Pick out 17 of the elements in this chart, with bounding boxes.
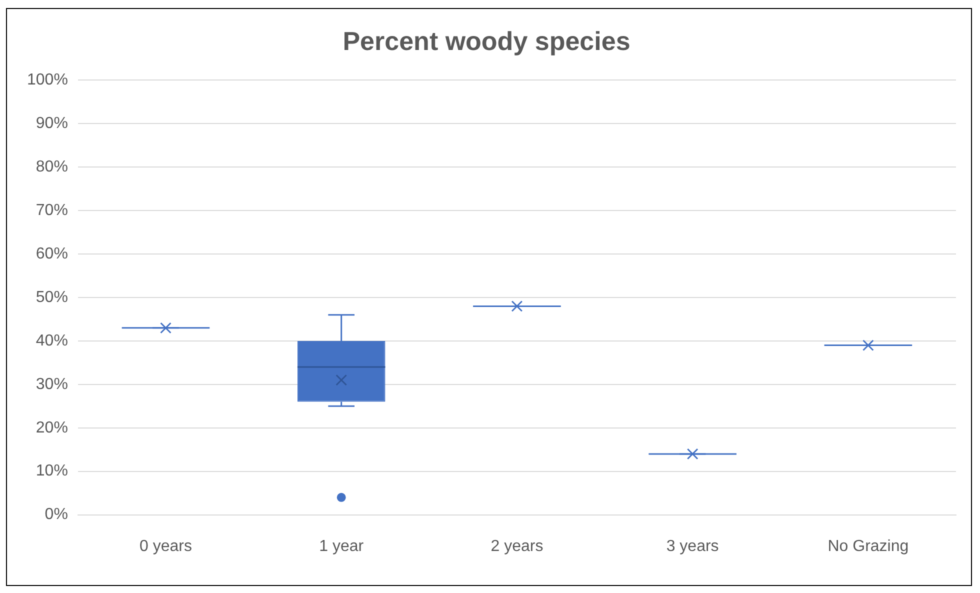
y-tick-label: 60% <box>36 245 68 262</box>
y-tick-label: 20% <box>36 419 68 436</box>
y-tick-label: 70% <box>36 202 68 219</box>
y-tick-label: 40% <box>36 332 68 350</box>
x-tick-label: 1 year <box>319 538 364 555</box>
x-tick-label: 0 years <box>139 538 192 555</box>
x-tick-label: 2 years <box>490 538 544 555</box>
y-tick-label: 100% <box>27 72 68 89</box>
y-tick-label: 80% <box>36 158 68 176</box>
y-tick-label: 10% <box>36 462 68 480</box>
y-tick-label: 0% <box>44 506 68 524</box>
x-tick-label: No Grazing <box>828 538 909 555</box>
y-tick-label: 90% <box>36 115 68 132</box>
chart-title: Percent woody species <box>342 26 630 56</box>
y-tick-label: 50% <box>36 288 68 306</box>
y-tick-label: 30% <box>36 376 68 393</box>
x-tick-label: 3 years <box>666 538 719 555</box>
